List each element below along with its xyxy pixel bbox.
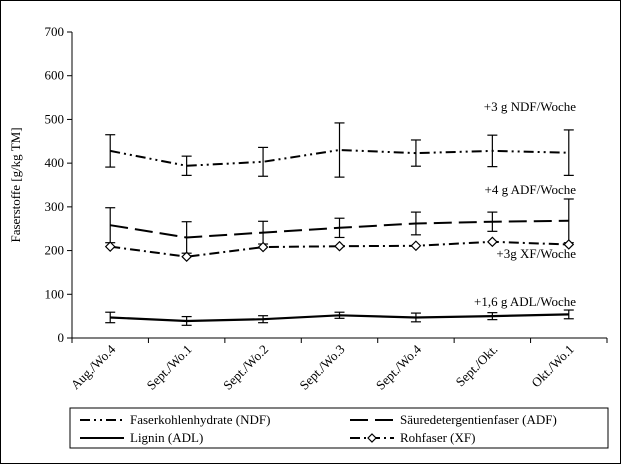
legend-label: Lignin (ADL) — [130, 430, 203, 445]
legend-label: Faserkohlenhydrate (NDF) — [130, 412, 270, 427]
data-point — [334, 240, 345, 252]
legend-item-1: Säuredetergentienfaser (ADF) — [350, 412, 557, 427]
legend-label: Säuredetergentienfaser (ADF) — [400, 412, 557, 427]
y-tick-label: 500 — [45, 111, 65, 126]
y-tick-label: 0 — [58, 330, 65, 345]
data-point — [563, 239, 575, 250]
y-tick-label: 100 — [45, 286, 65, 301]
data-point — [410, 240, 422, 252]
y-tick-label: 300 — [45, 199, 65, 214]
y-tick-label: 200 — [45, 243, 65, 258]
legend-item-2: Lignin (ADL) — [80, 430, 203, 445]
series-3 — [104, 236, 575, 263]
annotation: +3 g NDF/Woche — [484, 99, 576, 114]
y-tick-label: 700 — [45, 24, 65, 39]
data-point — [104, 241, 116, 252]
data-point — [487, 236, 498, 248]
legend-marker — [367, 433, 377, 443]
legend-item-3: Rohfaser (XF) — [350, 430, 475, 445]
y-axis-label: Faserstoffe [g/kg TM] — [8, 127, 23, 242]
legend-label: Rohfaser (XF) — [400, 430, 475, 445]
legend-box — [69, 407, 609, 449]
legend-item-0: Faserkohlenhydrate (NDF) — [80, 412, 270, 427]
annotation: +3g XF/Woche — [496, 246, 576, 261]
series-1 — [105, 198, 574, 254]
data-point — [257, 241, 269, 253]
series-2 — [105, 309, 574, 326]
y-tick-label: 400 — [45, 155, 65, 170]
y-tick-label: 600 — [45, 68, 65, 83]
series-0 — [105, 122, 574, 178]
data-point — [181, 251, 192, 263]
legend: Faserkohlenhydrate (NDF) Säuredetergentie… — [69, 407, 609, 449]
annotation: +4 g ADF/Woche — [484, 182, 576, 197]
annotation: +1,6 g ADL/Woche — [474, 294, 576, 309]
